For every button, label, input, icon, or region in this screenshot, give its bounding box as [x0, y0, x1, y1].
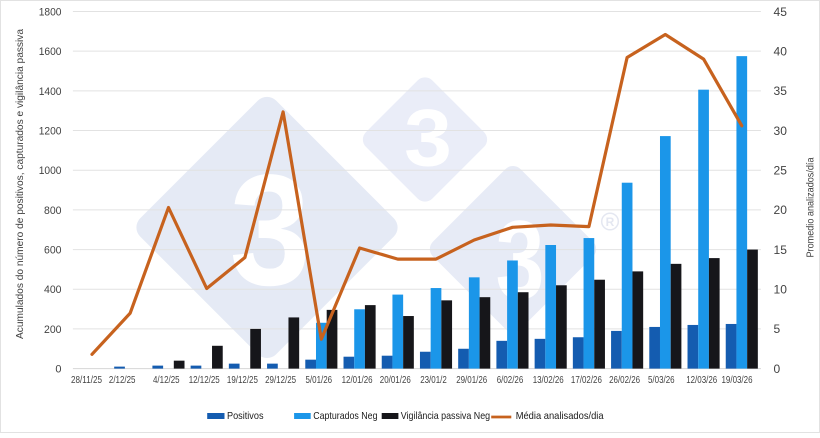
svg-text:19/12/25: 19/12/25 — [227, 374, 258, 386]
svg-text:800: 800 — [44, 205, 62, 217]
svg-text:1600: 1600 — [39, 46, 62, 58]
svg-text:35: 35 — [774, 84, 788, 98]
svg-text:19/03/26: 19/03/26 — [722, 374, 753, 386]
svg-text:400: 400 — [44, 284, 62, 296]
svg-text:20: 20 — [774, 203, 788, 217]
svg-text:200: 200 — [44, 324, 62, 336]
svg-text:Promedio analizados/día: Promedio analizados/día — [806, 157, 817, 257]
svg-text:600: 600 — [44, 245, 62, 257]
svg-text:Média analisados/dia: Média analisados/dia — [516, 410, 604, 422]
svg-text:1000: 1000 — [39, 165, 62, 177]
svg-text:4/12/25: 4/12/25 — [153, 374, 180, 386]
svg-text:5/01/26: 5/01/26 — [306, 374, 333, 386]
svg-text:10: 10 — [774, 283, 788, 297]
svg-text:1400: 1400 — [39, 86, 62, 98]
svg-text:30: 30 — [774, 124, 788, 138]
svg-text:13/02/26: 13/02/26 — [533, 374, 564, 386]
svg-text:29/12/25: 29/12/25 — [265, 374, 296, 386]
svg-text:2/12/25: 2/12/25 — [109, 374, 136, 386]
svg-text:5/03/26: 5/03/26 — [648, 374, 675, 386]
svg-text:26/02/26: 26/02/26 — [609, 374, 640, 386]
svg-text:1200: 1200 — [39, 126, 62, 138]
svg-text:17/02/26: 17/02/26 — [571, 374, 602, 386]
svg-text:Positivos: Positivos — [227, 410, 264, 422]
svg-text:25: 25 — [774, 164, 788, 178]
svg-text:29/01/26: 29/01/26 — [456, 374, 487, 386]
svg-text:0: 0 — [55, 364, 61, 376]
svg-text:Capturados Neg: Capturados Neg — [313, 410, 377, 422]
svg-text:3: 3 — [404, 92, 452, 183]
svg-text:45: 45 — [774, 5, 788, 19]
svg-text:40: 40 — [774, 44, 788, 58]
svg-text:R: R — [606, 215, 615, 229]
svg-text:15: 15 — [774, 243, 788, 257]
svg-text:28/11/25: 28/11/25 — [71, 374, 102, 386]
svg-text:5: 5 — [774, 322, 781, 336]
svg-text:0: 0 — [774, 362, 781, 376]
svg-text:Vigilância passiva Neg: Vigilância passiva Neg — [401, 410, 490, 422]
svg-text:1800: 1800 — [39, 7, 62, 19]
svg-text:20/01/26: 20/01/26 — [380, 374, 411, 386]
svg-text:12/12/25: 12/12/25 — [189, 374, 220, 386]
svg-text:3: 3 — [230, 143, 311, 319]
svg-text:23/01/2: 23/01/2 — [420, 374, 447, 386]
svg-text:12/03/26: 12/03/26 — [686, 374, 717, 386]
svg-text:6/02/26: 6/02/26 — [497, 374, 524, 386]
svg-text:12/01/26: 12/01/26 — [342, 374, 373, 386]
svg-text:Acumulados do número de positi: Acumulados do número de positivos, captu… — [14, 29, 26, 339]
